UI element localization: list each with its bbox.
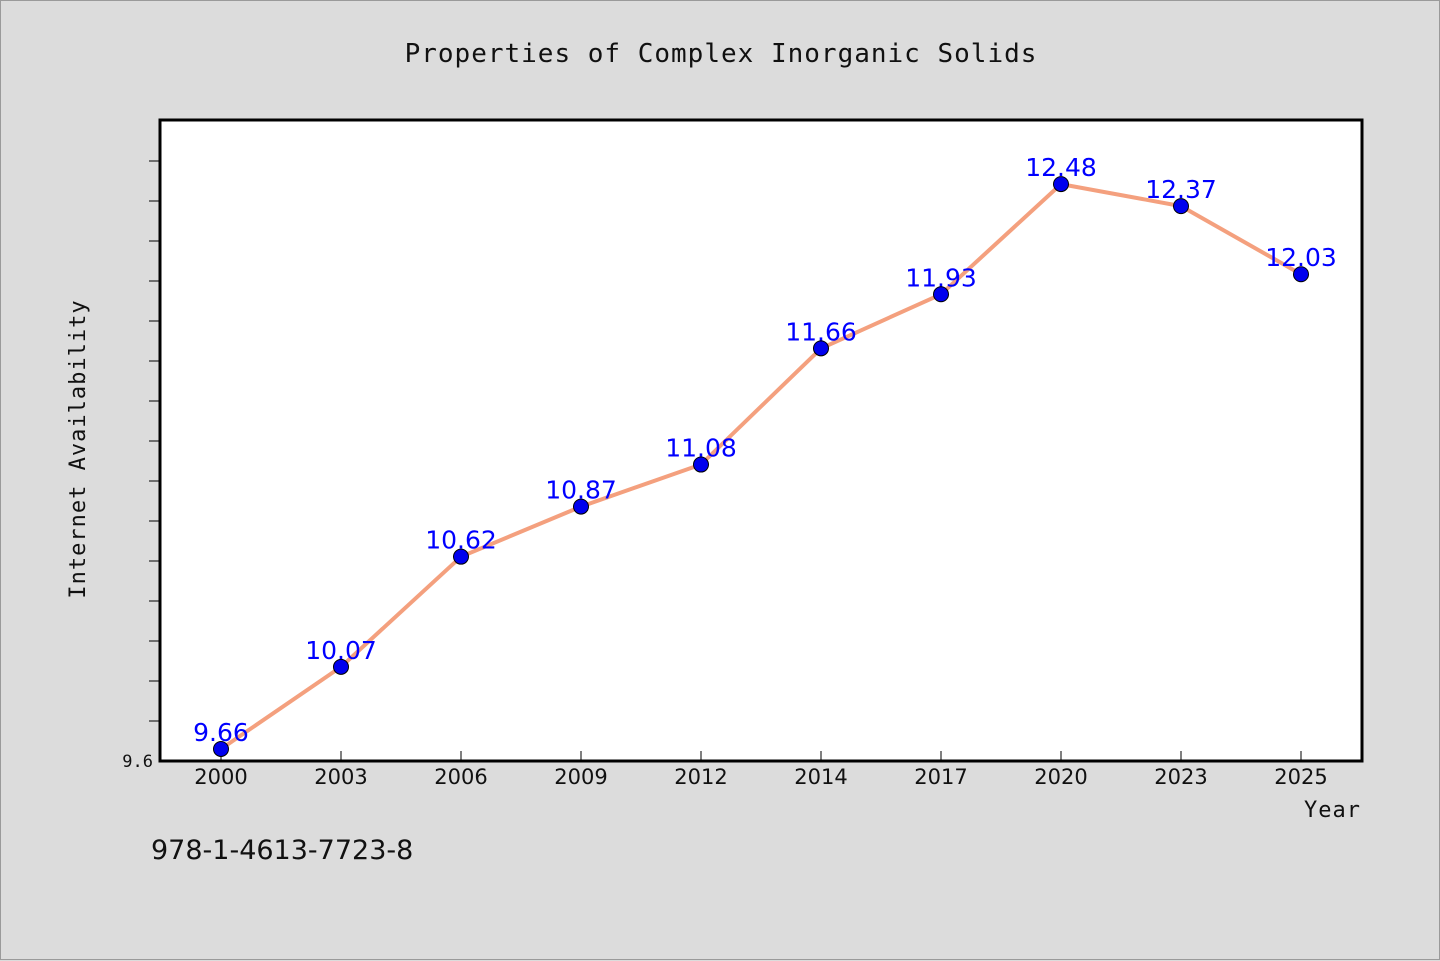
x-tick-label: 2014 <box>794 765 847 789</box>
data-point <box>453 548 469 565</box>
x-tick-label: 2003 <box>314 765 367 789</box>
data-point <box>333 658 349 675</box>
data-point <box>1173 198 1189 215</box>
data-point <box>693 456 709 473</box>
x-tick-label: 2020 <box>1034 765 1087 789</box>
series-group: 9.6610.0710.6210.8711.0811.6611.9312.481… <box>193 153 1337 757</box>
y-minor-ticks <box>149 160 160 722</box>
x-tick-label: 2025 <box>1274 765 1327 789</box>
plot-area <box>158 118 1364 763</box>
x-tick-label: 2006 <box>434 765 487 789</box>
data-point <box>213 740 229 757</box>
data-point <box>813 340 829 357</box>
data-point <box>573 498 589 515</box>
x-axis-label: Year <box>1304 798 1361 823</box>
y-axis-label: Internet Availability <box>66 299 91 598</box>
chart-title: Properties of Complex Inorganic Solids <box>405 39 1038 69</box>
x-tick-label: 2023 <box>1154 765 1207 789</box>
x-ticks: 2000 2003 2006 2009 2012 2014 2017 2020 2023 2025 <box>194 751 1328 789</box>
x-tick-label: 2012 <box>674 765 727 789</box>
x-tick-label: 2009 <box>554 765 607 789</box>
x-tick-label: 2017 <box>914 765 967 789</box>
y-tick-label: 9.6 <box>122 752 153 772</box>
data-point <box>1293 266 1309 283</box>
series-line <box>219 182 1302 751</box>
isbn-footnote: 978-1-4613-7723-8 <box>151 835 414 866</box>
data-point <box>1053 176 1069 193</box>
data-point <box>933 286 949 303</box>
x-tick-label: 2000 <box>194 765 247 789</box>
